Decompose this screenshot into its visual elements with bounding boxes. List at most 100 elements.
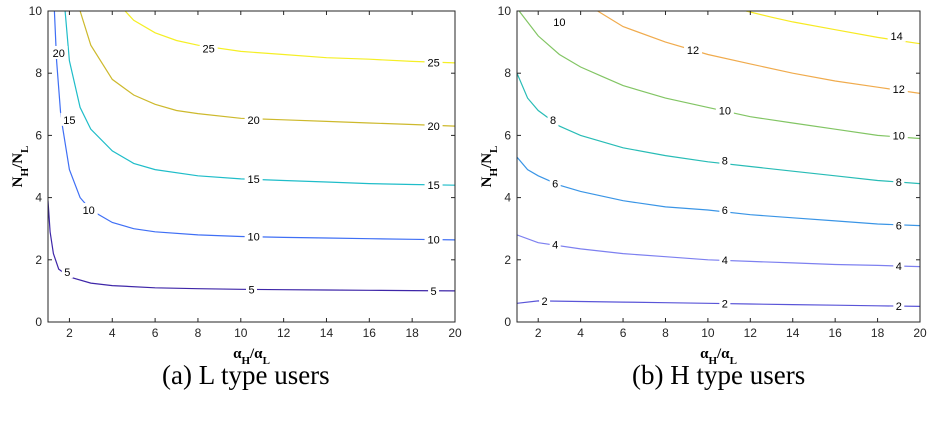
panel-a-contour-label-bg bbox=[244, 171, 263, 185]
panel-b-contour-label-8-2: 8 bbox=[896, 177, 902, 189]
panel-b-ytick-4: 4 bbox=[504, 191, 511, 205]
panel-b-contour-label-4-1: 4 bbox=[722, 255, 728, 267]
panel-b-xtick-6: 6 bbox=[620, 326, 627, 340]
panel-b-contour-label-bg bbox=[893, 218, 905, 232]
panel-b-caption: (b) H type users bbox=[632, 360, 806, 390]
panel-b-contour-label-bg bbox=[550, 14, 569, 28]
panel-b-ytick-2: 2 bbox=[504, 253, 511, 267]
panel-b-xtick-10: 10 bbox=[701, 326, 715, 340]
panel-b-xtick-20: 20 bbox=[913, 326, 927, 340]
panel-b-xtick-2: 2 bbox=[535, 326, 542, 340]
panel-a-contour-label-15-1: 15 bbox=[248, 174, 260, 186]
panel-b-contour-label-bg bbox=[893, 259, 905, 273]
panel-b-contour-label-bg bbox=[889, 81, 908, 95]
panel-b-axes-box bbox=[516, 10, 921, 323]
panel-a-contour-label-bg bbox=[424, 232, 443, 246]
panel-b-contour-4 bbox=[517, 234, 920, 268]
panel-a-ylabel: NH/NL bbox=[10, 146, 31, 188]
panel-a-contour-15 bbox=[64, 11, 455, 186]
panel-a-xtick-6: 6 bbox=[152, 326, 159, 340]
panel-b-ytick-6: 6 bbox=[504, 128, 511, 142]
panel-a-contour-label-bg bbox=[244, 112, 263, 126]
panel-b-xtick-14: 14 bbox=[786, 326, 800, 340]
panel-a-contour-20 bbox=[79, 11, 455, 127]
panel-a-contour-label-15-2: 15 bbox=[427, 180, 439, 192]
panel-b-contour-label-bg bbox=[719, 296, 731, 310]
panel-b-contour-label-6-1: 6 bbox=[722, 205, 728, 217]
panel-a-contour-label-bg bbox=[60, 112, 79, 126]
panel-b-contour-label-bg bbox=[549, 237, 561, 251]
panel-a-contour-label-bg bbox=[428, 283, 440, 297]
panel-b-contour-label-12-1: 12 bbox=[893, 84, 905, 96]
panel-a-contour-label-bg bbox=[424, 119, 443, 133]
panel-a-xtick-18: 18 bbox=[405, 326, 419, 340]
panel-b-contour-label-10-1: 10 bbox=[719, 106, 731, 118]
panel-b-contour-label-bg bbox=[719, 203, 731, 217]
panel-b-contour-label-bg bbox=[539, 293, 551, 307]
panel-b-contour-label-2-2: 2 bbox=[896, 301, 902, 313]
panel-a-contour-label-25-0: 25 bbox=[203, 43, 215, 55]
panel-a-contours bbox=[48, 11, 455, 292]
panel-b-contour-label-bg bbox=[549, 176, 561, 190]
panel-b-contour-label-bg bbox=[889, 128, 908, 142]
panel-a-xtick-14: 14 bbox=[320, 326, 334, 340]
panel-b-contour-label-10-0: 10 bbox=[553, 17, 565, 29]
panel-b-contour-label-bg bbox=[893, 298, 905, 312]
panel-b-contour-12 bbox=[597, 11, 920, 94]
panel-a-contour-25 bbox=[124, 11, 455, 64]
panel-b-ytick-0: 0 bbox=[504, 315, 511, 329]
panel-b-contour-label-2-1: 2 bbox=[722, 298, 728, 310]
panel-a-contour-label-5-1: 5 bbox=[248, 284, 254, 296]
panel-a-contour-label-bg bbox=[424, 55, 443, 69]
panel-a-axes-box bbox=[47, 10, 456, 323]
panel-b-contour-label-14-0: 14 bbox=[891, 31, 903, 43]
panel-b-xlabel: αH/αL bbox=[700, 346, 737, 367]
panel-a-ytick-2: 2 bbox=[35, 253, 42, 267]
panel-b-ytick-8: 8 bbox=[504, 66, 511, 80]
panel-b-contour-label-bg bbox=[684, 42, 703, 56]
panel-a-contour-label-5-0: 5 bbox=[64, 267, 70, 279]
panel-a-xtick-16: 16 bbox=[363, 326, 377, 340]
panel-b-xtick-18: 18 bbox=[871, 326, 885, 340]
panel-a-ytick-4: 4 bbox=[35, 191, 42, 205]
panel-a-contour-label-bg bbox=[49, 45, 68, 59]
panel-b-contour-label-4-2: 4 bbox=[896, 261, 902, 273]
panel-a-contour-label-bg bbox=[244, 229, 263, 243]
panel-a-contour-label-25-1: 25 bbox=[427, 57, 439, 69]
panel-b-contours bbox=[517, 11, 920, 307]
panel-b-contour-label-2-0: 2 bbox=[542, 296, 548, 308]
panel-a-xtick-2: 2 bbox=[66, 326, 73, 340]
panel-a-contour-label-20-1: 20 bbox=[248, 115, 260, 127]
panel-b-contour-label-12-0: 12 bbox=[687, 45, 699, 57]
panel-a-ytick-8: 8 bbox=[35, 66, 42, 80]
panel-a-contour-label-10-1: 10 bbox=[248, 231, 260, 243]
panel-a-xtick-8: 8 bbox=[195, 326, 202, 340]
panel-b-contour-6 bbox=[517, 156, 920, 227]
panel-b-contour-label-bg bbox=[719, 153, 731, 167]
panel-a-contour-label-20-2: 20 bbox=[427, 121, 439, 133]
panel-a-contour-label-bg bbox=[424, 178, 443, 192]
panel-a-contour-label-bg bbox=[79, 203, 98, 217]
panel-b-contour-label-bg bbox=[893, 175, 905, 189]
panel-b-contour-label-4-0: 4 bbox=[552, 239, 558, 251]
panel-b-xtick-16: 16 bbox=[828, 326, 842, 340]
panel-a-ytick-6: 6 bbox=[35, 128, 42, 142]
panel-a-contour-label-20-0: 20 bbox=[53, 48, 65, 60]
panel-a-contour-label-bg bbox=[246, 282, 257, 296]
panel-b-contour-10 bbox=[518, 11, 920, 140]
panel-b-xtick-12: 12 bbox=[744, 326, 758, 340]
panel-b-contour-label-6-0: 6 bbox=[552, 179, 558, 191]
panel-b-contour-8 bbox=[517, 72, 920, 185]
panel-a-ytick-0: 0 bbox=[35, 315, 42, 329]
panel-b-contour-label-bg bbox=[715, 103, 734, 117]
panel-a-contour-5 bbox=[48, 200, 455, 292]
panel-b-contour-label-8-0: 8 bbox=[550, 115, 556, 127]
panel-a-contour-label-bg bbox=[199, 41, 218, 55]
panel-a-caption: (a) L type users bbox=[162, 360, 330, 390]
panel-b-ylabel: NH/NL bbox=[479, 146, 500, 188]
panel-b-contour-2 bbox=[517, 300, 920, 307]
panel-a-contour-label-10-0: 10 bbox=[83, 205, 95, 217]
